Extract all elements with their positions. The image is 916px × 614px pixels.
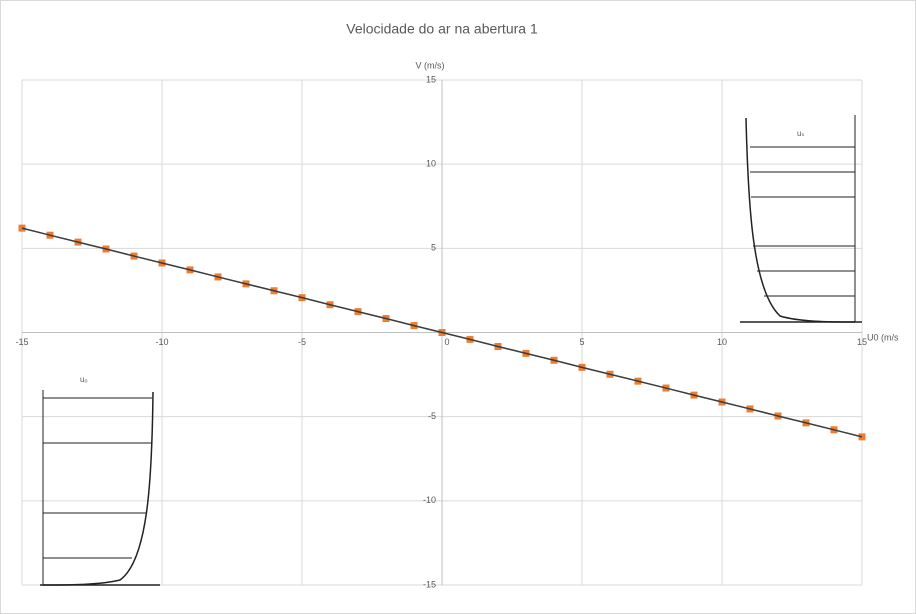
y-tick-label: -15 — [423, 579, 436, 589]
y-tick-label: -5 — [428, 411, 436, 421]
x-tick-label: -5 — [298, 337, 306, 347]
profile-inset: uₒ — [40, 375, 160, 586]
y-tick-label: 15 — [426, 74, 436, 84]
x-tick-label: -10 — [155, 337, 168, 347]
x-tick-label: -15 — [15, 337, 28, 347]
x-tick-label: 0 — [444, 337, 449, 347]
y-axis-label: V (m/s) — [416, 60, 445, 70]
x-tick-label: 15 — [857, 337, 867, 347]
y-tick-label: 10 — [426, 159, 436, 169]
x-axis-label: U0 (m/s — [867, 332, 899, 342]
profile-inset: uₛ — [740, 115, 862, 323]
y-tick-label: -10 — [423, 495, 436, 505]
x-tick-label: 10 — [717, 337, 727, 347]
y-tick-label: 5 — [431, 243, 436, 253]
x-tick-label: 5 — [579, 337, 584, 347]
chart-title: Velocidade do ar na abertura 1 — [346, 21, 538, 37]
inset-label: uₛ — [797, 129, 804, 138]
plot-area: -15 -10 -5 0 5 10 15 -15 -10 -5 5 10 15 — [15, 74, 867, 589]
series-line — [21, 227, 863, 438]
inset-label: uₒ — [80, 375, 87, 384]
